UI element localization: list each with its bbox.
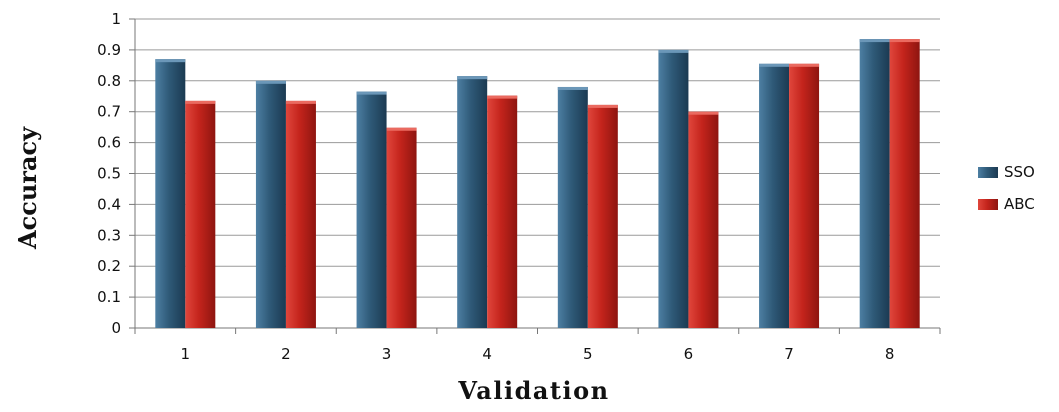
- bar-sso: [457, 76, 488, 328]
- y-tick-label: 0.2: [97, 257, 121, 275]
- y-tick-label: 1: [111, 10, 121, 28]
- bar-abc-2: [285, 100, 316, 328]
- y-tick-label: 0.1: [97, 288, 121, 306]
- x-axis-title: Validation: [457, 376, 609, 405]
- bar-sso-7: [759, 63, 790, 329]
- x-tick-label: 2: [281, 345, 291, 363]
- bar-top-highlight: [487, 95, 518, 99]
- y-tick-label: 0: [111, 319, 121, 337]
- bar-abc: [185, 100, 216, 328]
- bar-sso-6: [658, 49, 689, 329]
- legend-label-abc: ABC: [1004, 195, 1035, 213]
- bar-abc: [889, 39, 920, 329]
- bar-abc-6: [688, 111, 719, 328]
- x-tick-label: 1: [181, 345, 191, 363]
- bar-top-highlight: [658, 49, 689, 53]
- y-tick-label: 0.3: [97, 226, 121, 244]
- bar-top-highlight: [457, 76, 488, 80]
- bar-sso: [255, 80, 286, 328]
- bar-abc: [688, 111, 719, 328]
- bar-top-highlight: [255, 80, 286, 84]
- bar-sso-3: [356, 91, 387, 329]
- bar-abc: [487, 95, 518, 328]
- bar-sso: [557, 86, 588, 328]
- y-axis-title: Accuracy: [13, 126, 42, 250]
- tick-labels: 0 0.1 0.2 0.3 0.4 0.5 0.6 0.7 0.8 0.9 1 1 2 3 4 5 6 7 8: [97, 10, 894, 363]
- bar-top-highlight: [386, 127, 417, 131]
- bar-top-highlight: [155, 59, 186, 63]
- bar-top-highlight: [789, 63, 820, 67]
- legend-swatch-abc: [978, 199, 998, 210]
- bar-top-highlight: [859, 39, 890, 43]
- legend-swatch-sso: [978, 167, 998, 178]
- bar-abc: [386, 127, 417, 328]
- bar-top-highlight: [587, 104, 618, 108]
- bar-abc: [285, 100, 316, 328]
- bar-abc-4: [487, 95, 518, 328]
- bar-sso: [859, 39, 890, 329]
- bar-sso-5: [557, 86, 588, 328]
- legend-label-sso: SSO: [1004, 163, 1035, 181]
- bar-sso-1: [155, 59, 186, 329]
- bar-abc: [789, 63, 820, 329]
- x-tick-label: 3: [382, 345, 392, 363]
- bar-sso-2: [255, 80, 286, 328]
- bar-abc-7: [789, 63, 820, 329]
- bar-abc-1: [185, 100, 216, 328]
- bar-abc-8: [889, 39, 920, 329]
- y-tick-label: 0.6: [97, 134, 121, 152]
- x-tick-label: 6: [684, 345, 694, 363]
- bar-top-highlight: [285, 100, 316, 104]
- legend: SSO ABC: [978, 163, 1035, 213]
- bar-abc-5: [587, 104, 618, 328]
- y-tick-label: 0.7: [97, 103, 121, 121]
- x-tick-label: 4: [482, 345, 492, 363]
- bar-sso: [759, 63, 790, 329]
- bar-top-highlight: [356, 91, 387, 95]
- y-tick-label: 0.8: [97, 72, 121, 90]
- x-tick-label: 5: [583, 345, 593, 363]
- bar-abc-3: [386, 127, 417, 328]
- bar-top-highlight: [889, 39, 920, 43]
- bars: [155, 39, 920, 329]
- bar-sso: [658, 49, 689, 329]
- bar-top-highlight: [185, 100, 216, 104]
- bar-sso-4: [457, 76, 488, 328]
- y-tick-label: 0.5: [97, 165, 121, 183]
- bar-top-highlight: [688, 111, 719, 115]
- y-tick-label: 0.9: [97, 41, 121, 59]
- x-tick-label: 7: [784, 345, 794, 363]
- y-tick-label: 0.4: [97, 195, 121, 213]
- grid-lines: [135, 18, 940, 298]
- bar-abc: [587, 104, 618, 328]
- bar-top-highlight: [759, 63, 790, 67]
- bar-sso: [155, 59, 186, 329]
- x-tick-label: 8: [885, 345, 895, 363]
- bar-sso: [356, 91, 387, 329]
- bar-sso-8: [859, 39, 890, 329]
- bar-top-highlight: [557, 86, 588, 90]
